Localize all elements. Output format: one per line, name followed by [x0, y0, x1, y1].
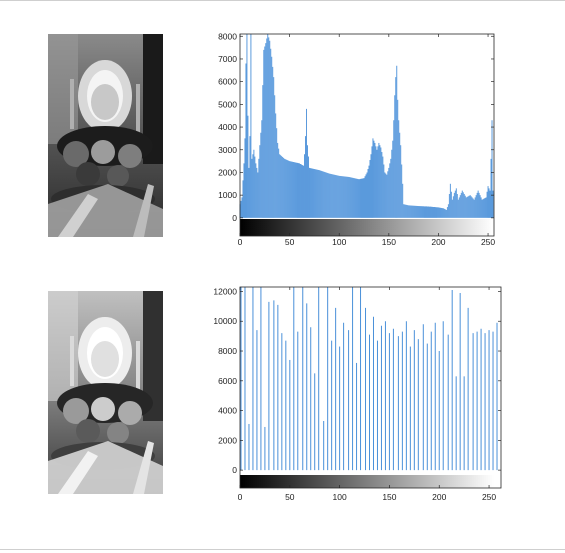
hist1-colorbar: [240, 219, 494, 236]
hist1-axes-box: [239, 33, 495, 237]
grayscale-image-equalized: [48, 291, 163, 494]
hist1-ytick-label: 4000: [218, 122, 237, 132]
hist2-xtick-label: 200: [432, 492, 446, 502]
hist2-ytick-label: 8000: [218, 346, 237, 356]
hist2-ytick-label: 2000: [218, 435, 237, 445]
hist2-colorbar: [240, 475, 495, 488]
hist1-ytick-label: 8000: [218, 31, 237, 41]
hist1-xtick-label: 0: [238, 237, 243, 247]
hist2-xtick-label: 0: [238, 492, 243, 502]
hist1-ytick-label: 5000: [218, 99, 237, 109]
hist2-axes-box: [239, 286, 502, 489]
hist2-ytick-label: 10000: [213, 316, 237, 326]
hist2-xtick-label: 250: [482, 492, 496, 502]
hist1-ytick-label: 3000: [218, 145, 237, 155]
hist1-xtick-label: 150: [382, 237, 396, 247]
hist1-ytick-label: 0: [232, 213, 237, 223]
hist1-xtick-label: 100: [332, 237, 346, 247]
top-border: [0, 0, 565, 1]
hist2-ytick-label: 6000: [218, 376, 237, 386]
bottom-border: [0, 549, 565, 550]
hist1-ytick-label: 7000: [218, 54, 237, 64]
hist2-xtick-label: 150: [382, 492, 396, 502]
hist1-xtick-label: 250: [481, 237, 495, 247]
hist2-ytick-label: 0: [232, 465, 237, 475]
hist1-ytick-label: 1000: [218, 190, 237, 200]
hist1-xtick-label: 200: [431, 237, 445, 247]
grayscale-image-original: [48, 34, 163, 237]
hist1-ytick-label: 6000: [218, 77, 237, 87]
hist2-ytick-label: 12000: [213, 286, 237, 296]
hist2-xtick-label: 50: [285, 492, 295, 502]
hist1-xtick-label: 50: [285, 237, 295, 247]
hist1-ytick-label: 2000: [218, 167, 237, 177]
hist2-xtick-label: 100: [333, 492, 347, 502]
hist2-ytick-label: 4000: [218, 406, 237, 416]
